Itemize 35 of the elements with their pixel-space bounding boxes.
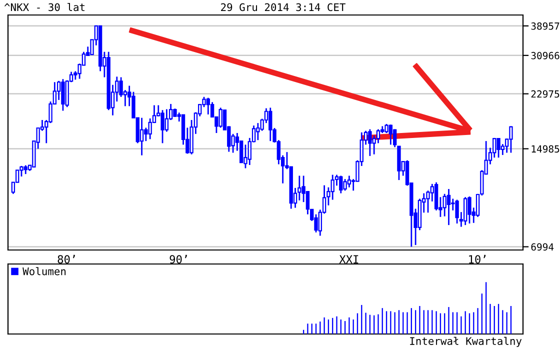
- candlestick: [384, 123, 388, 134]
- y-tick-label: 38957: [531, 22, 560, 30]
- x-tick-label: 80’: [58, 254, 75, 264]
- candlestick: [343, 178, 347, 192]
- candlestick: [368, 128, 372, 157]
- y-tick-label: 14985: [532, 145, 560, 153]
- candlestick: [496, 138, 500, 158]
- candlestick: [56, 80, 61, 101]
- candlestick: [330, 174, 334, 200]
- legend-label: Wolumen: [22, 267, 66, 276]
- x-tick-label: XXI: [339, 255, 358, 264]
- candlestick: [218, 107, 222, 128]
- chart-title: ^NKX - 30 lat: [4, 3, 85, 12]
- candlestick: [61, 78, 65, 112]
- x-tick-label: 10’: [469, 254, 486, 264]
- candlestick: [347, 175, 352, 188]
- chart-subtitle: 29 Gru 2014 3:14 CET: [221, 3, 346, 12]
- candlestick: [256, 122, 260, 141]
- candlestick: [446, 188, 451, 226]
- x-tick-label: 90’: [170, 254, 187, 264]
- candlestick: [339, 175, 343, 194]
- y-tick-label: 22975: [531, 90, 560, 98]
- y-tick-label: 6994: [531, 243, 554, 251]
- candlestick: [160, 109, 164, 144]
- text: Interwał Kwartalny: [410, 336, 522, 347]
- y-tick-label: 30966: [531, 52, 560, 60]
- candlestick: [206, 97, 210, 116]
- candlestick: [140, 117, 144, 156]
- candlestick: [464, 196, 468, 226]
- candlestick: [455, 199, 459, 224]
- candlestick: [388, 124, 393, 146]
- candlestick: [148, 118, 152, 140]
- candlestick: [468, 196, 472, 224]
- candlestick: [509, 125, 513, 154]
- candlestick: [268, 107, 272, 142]
